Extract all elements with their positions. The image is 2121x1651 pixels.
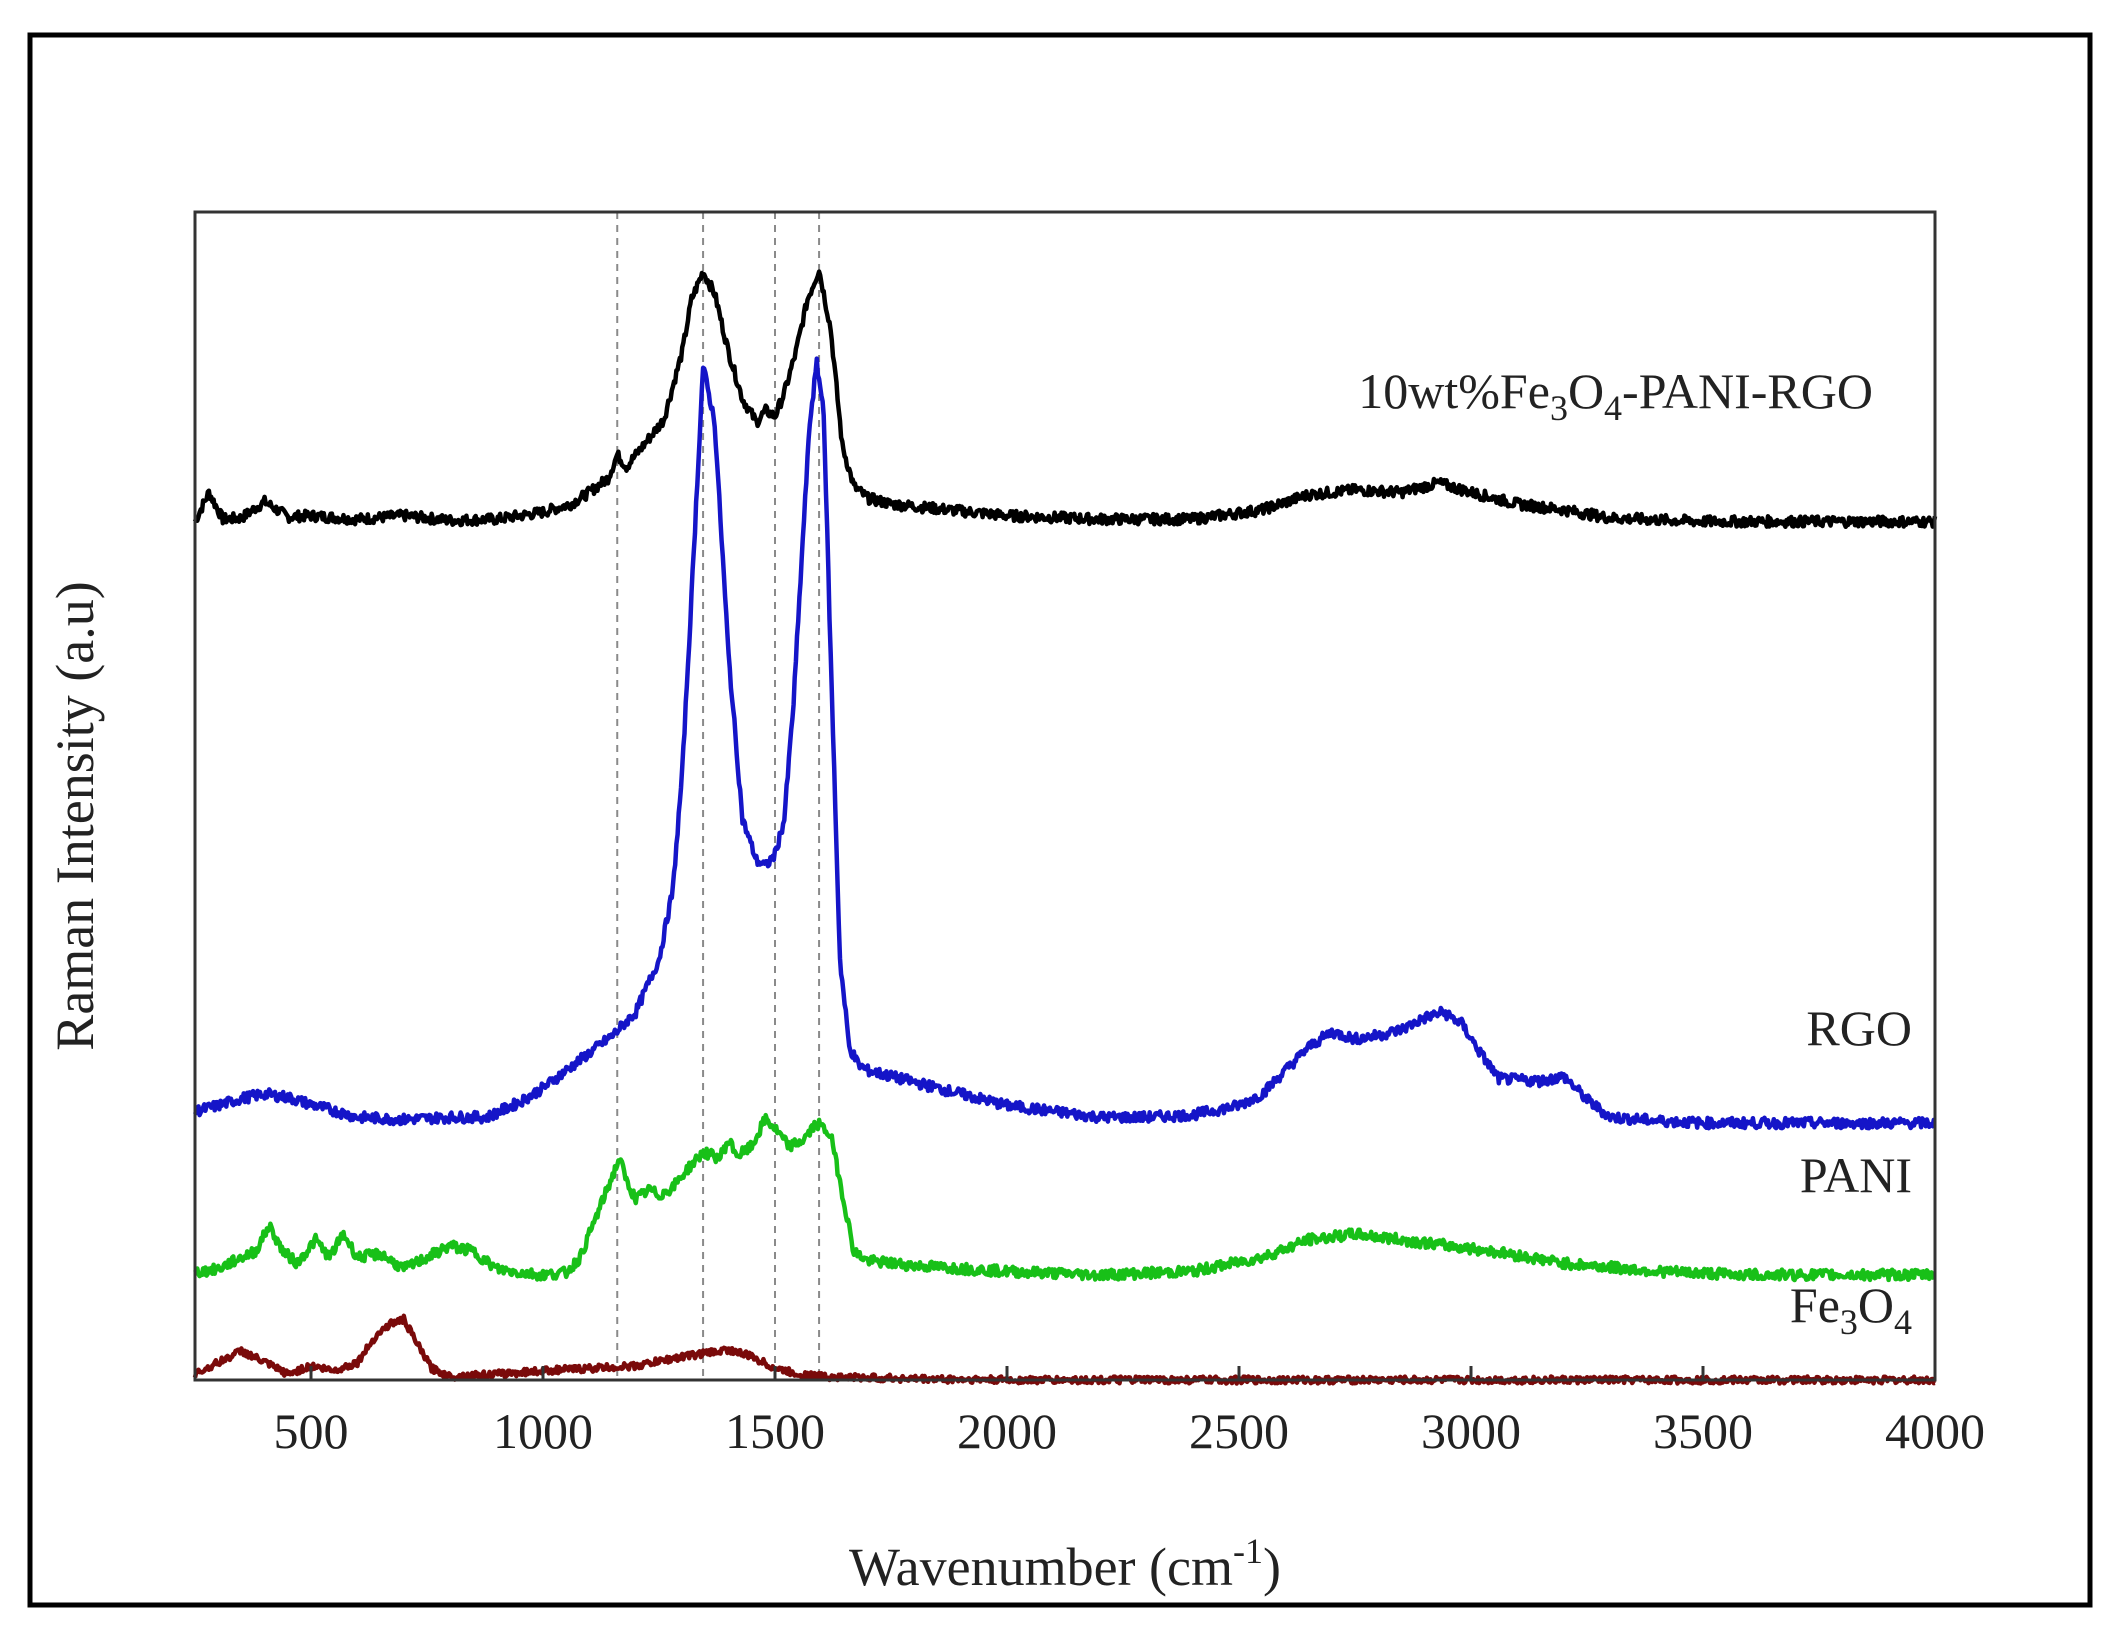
x-tick-label-500: 500 — [274, 1403, 349, 1459]
series-line-0 — [192, 269, 1938, 530]
series-labels: 10wt%Fe3O4-PANI-RGO RGO PANI Fe3O4 — [1358, 363, 1912, 1342]
series-label-0: 10wt%Fe3O4-PANI-RGO — [1358, 363, 1873, 428]
series-label-2: PANI — [1800, 1147, 1912, 1203]
series-label-3: Fe3O4 — [1790, 1277, 1912, 1342]
series-label-1: RGO — [1806, 1000, 1912, 1056]
x-axis-ticks: 500 1000 1500 2000 2500 3000 3500 4000 — [274, 1366, 1985, 1459]
plot-frame — [193, 210, 1937, 1382]
x-tick-label-2000: 2000 — [957, 1403, 1057, 1459]
x-axis-title: Wavenumber (cm-1) — [849, 1531, 1281, 1597]
x-tick-label-3500: 3500 — [1653, 1403, 1753, 1459]
series-line-2 — [193, 1112, 1937, 1283]
series-line-1 — [193, 356, 1937, 1131]
y-axis-title: Raman Intensity (a.u) — [45, 581, 105, 1050]
x-tick-label-2500: 2500 — [1189, 1403, 1289, 1459]
x-tick-label-1500: 1500 — [725, 1403, 825, 1459]
x-tick-label-4000: 4000 — [1885, 1403, 1985, 1459]
x-tick-label-1000: 1000 — [493, 1403, 593, 1459]
x-tick-label-3000: 3000 — [1421, 1403, 1521, 1459]
